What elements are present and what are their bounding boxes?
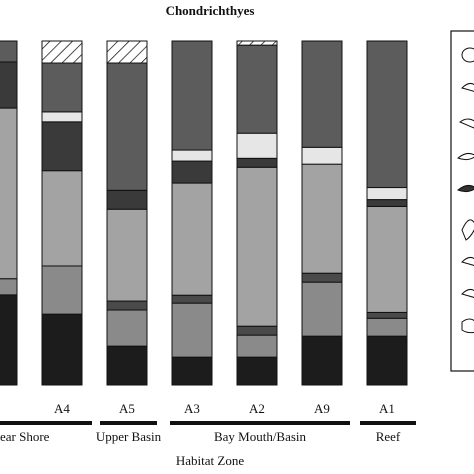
group-label: Bay Mouth/Basin [214, 429, 307, 444]
bar-segment [366, 317, 408, 337]
x-tick-label: A4 [54, 401, 70, 416]
bar-segment [171, 356, 213, 386]
bar-segment [171, 160, 213, 184]
bar-segment [236, 334, 278, 358]
legend-icon [461, 47, 474, 63]
bar-segment [236, 44, 278, 134]
bar-segment [106, 40, 148, 64]
bar-segment [171, 149, 213, 162]
legend-icon [459, 118, 474, 129]
bar-segment [301, 146, 343, 165]
bar-segment [366, 199, 408, 207]
legend-icon [461, 82, 474, 92]
x-tick-label: A9 [314, 401, 330, 416]
legend-icon [461, 318, 474, 334]
x-tick-label: A3 [184, 401, 200, 416]
legend-icon [457, 152, 474, 161]
legend-icon [461, 256, 474, 266]
bar-segment [106, 189, 148, 210]
legend-icon [461, 288, 474, 298]
bar-segment [0, 40, 18, 63]
bar-segment [41, 111, 83, 123]
bar-segment [0, 278, 18, 296]
x-tick-label: A2 [249, 401, 265, 416]
bar-segment [0, 107, 18, 280]
legend-icon [457, 184, 474, 193]
bar-segment [366, 187, 408, 201]
bar-segment [41, 62, 83, 113]
bar-segment [366, 311, 408, 319]
bar-segment [106, 309, 148, 347]
bar-segment [366, 335, 408, 386]
bar-segment [41, 313, 83, 386]
bar-segment [41, 40, 83, 64]
bar-segment [41, 121, 83, 172]
bar-segment [41, 170, 83, 267]
bar-segment [106, 62, 148, 191]
bar-segment [236, 40, 278, 46]
bar-segment [171, 302, 213, 358]
bar-segment [236, 132, 278, 159]
group-label: Upper Basin [96, 429, 162, 444]
bar-segment [171, 182, 213, 296]
bar-segment [301, 335, 343, 386]
bar-segment [236, 356, 278, 386]
bar-segment [301, 272, 343, 283]
bar-segment [0, 294, 18, 386]
legend-icon [461, 219, 474, 241]
x-tick-label: A1 [379, 401, 395, 416]
bar-segment [236, 157, 278, 168]
legend-box [450, 30, 474, 372]
bar-segment [301, 281, 343, 337]
bar-segment [236, 325, 278, 336]
bar-segment [366, 40, 408, 189]
group-label: Reef [376, 429, 401, 444]
x-axis-label: Habitat Zone [176, 453, 244, 468]
bar-segment [236, 166, 278, 327]
bar-segment [366, 205, 408, 313]
bar-segment [41, 265, 83, 315]
bar-segment [106, 208, 148, 302]
bar-segment [106, 345, 148, 386]
bar-segment [301, 163, 343, 274]
bar-segment [106, 300, 148, 311]
bar-segment [171, 40, 213, 151]
legend [450, 30, 474, 372]
bar-segment [0, 61, 18, 109]
bar-segment [301, 40, 343, 148]
x-tick-label: 7 [0, 401, 1, 416]
x-tick-label: A5 [119, 401, 135, 416]
chart-title: Chondrichthyes [166, 3, 255, 18]
group-label: ear Shore [0, 429, 50, 444]
bar-segment [171, 294, 213, 304]
